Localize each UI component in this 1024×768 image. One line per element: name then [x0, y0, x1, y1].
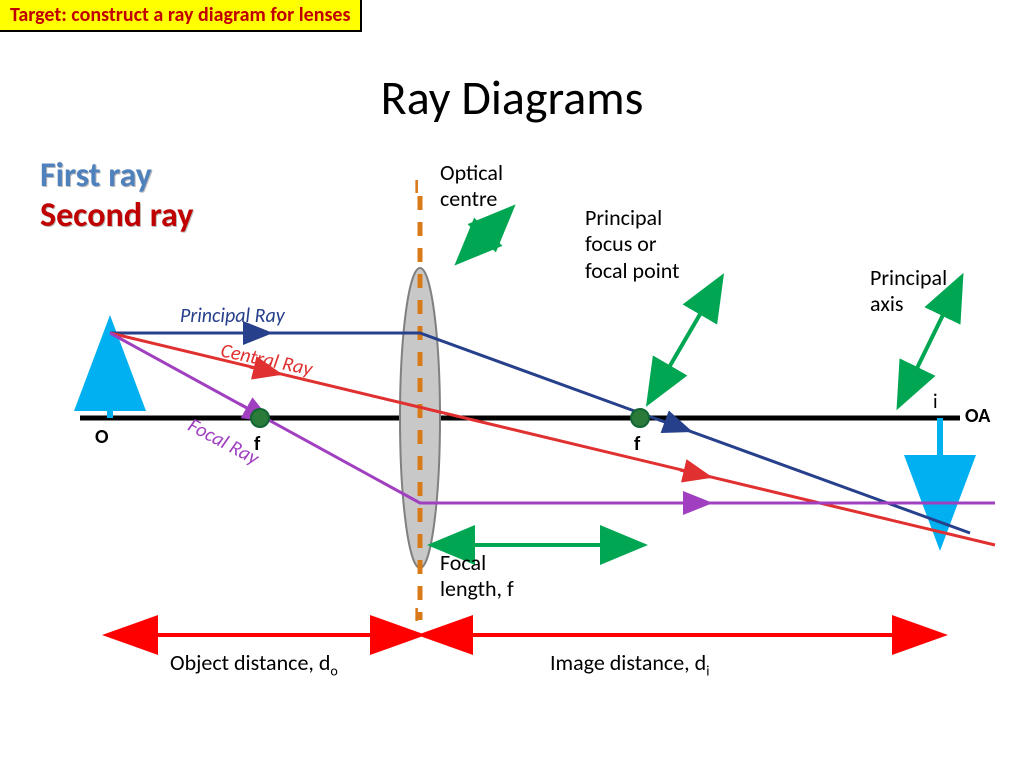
label-f-right: f: [634, 432, 640, 456]
label-image-distance: Image distance, di: [550, 650, 709, 680]
label-i-image: i: [933, 390, 938, 414]
label-I-bottom: I: [414, 603, 419, 627]
pointer-principal-focus: [650, 280, 720, 400]
label-principal-focus: Principal focus or focal point: [585, 205, 679, 284]
label-O: O: [95, 425, 109, 449]
diagram-svg: [40, 150, 1000, 710]
label-principal-ray: Principal Ray: [180, 304, 285, 328]
label-I-top: I: [414, 175, 419, 199]
page-title: Ray Diagrams: [0, 68, 1024, 127]
label-optical-centre: Optical centre: [440, 160, 503, 213]
focal-point-right: [631, 409, 649, 427]
focal-point-left: [251, 409, 269, 427]
label-OA: OA: [965, 404, 990, 428]
ray-diagram: Optical centre Principal focus or focal …: [40, 150, 1000, 710]
pointer-optical-centre: [460, 210, 510, 260]
target-banner: Target: construct a ray diagram for lens…: [0, 0, 362, 32]
label-focal-length: Focal length, f: [440, 550, 514, 603]
label-principal-axis: Principal axis: [870, 265, 947, 318]
label-object-distance: Object distance, do: [170, 650, 338, 680]
